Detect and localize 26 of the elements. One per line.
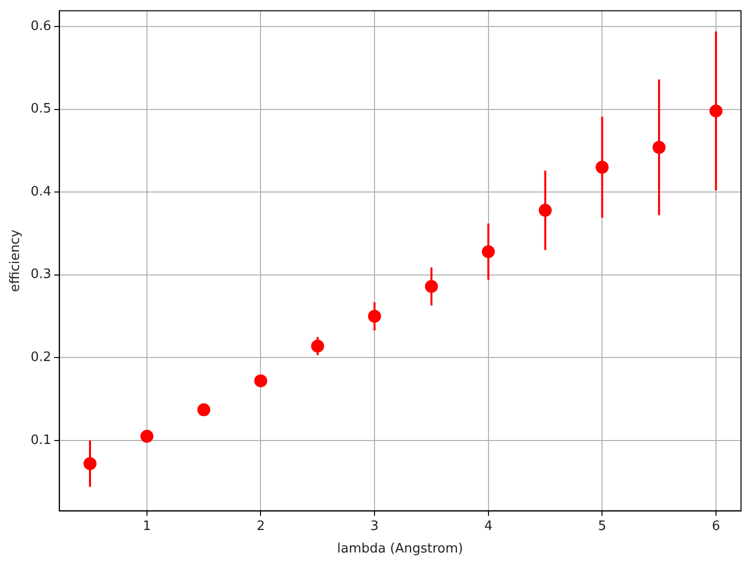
point: [197, 403, 210, 416]
y-tick-label: 0.2: [30, 350, 52, 366]
x-tick-label: 6: [712, 518, 720, 534]
y-tick-label: 0.1: [30, 432, 52, 448]
x-tick-label: 5: [598, 518, 606, 534]
point: [84, 457, 97, 470]
point: [596, 160, 609, 174]
point: [538, 204, 552, 217]
point: [652, 140, 666, 154]
point: [482, 245, 495, 258]
x-axis-title: lambda (Angstrom): [337, 542, 464, 557]
x-tick-label: 2: [256, 518, 265, 534]
y-tick-label: 0.3: [30, 267, 52, 282]
x-tick-label: 4: [484, 518, 492, 534]
point: [368, 310, 382, 323]
point: [254, 374, 268, 388]
y-tick-label: 0.6: [30, 18, 52, 34]
x-tick-label: 3: [370, 518, 379, 534]
point: [311, 340, 324, 353]
x-tick-label: 1: [142, 518, 152, 534]
y-tick-label: 0.4: [30, 184, 52, 200]
point: [709, 104, 722, 118]
point: [140, 430, 154, 443]
y-tick-label: 0.5: [30, 102, 52, 117]
point: [424, 280, 438, 293]
y-axis-title: efficiency: [8, 229, 24, 292]
